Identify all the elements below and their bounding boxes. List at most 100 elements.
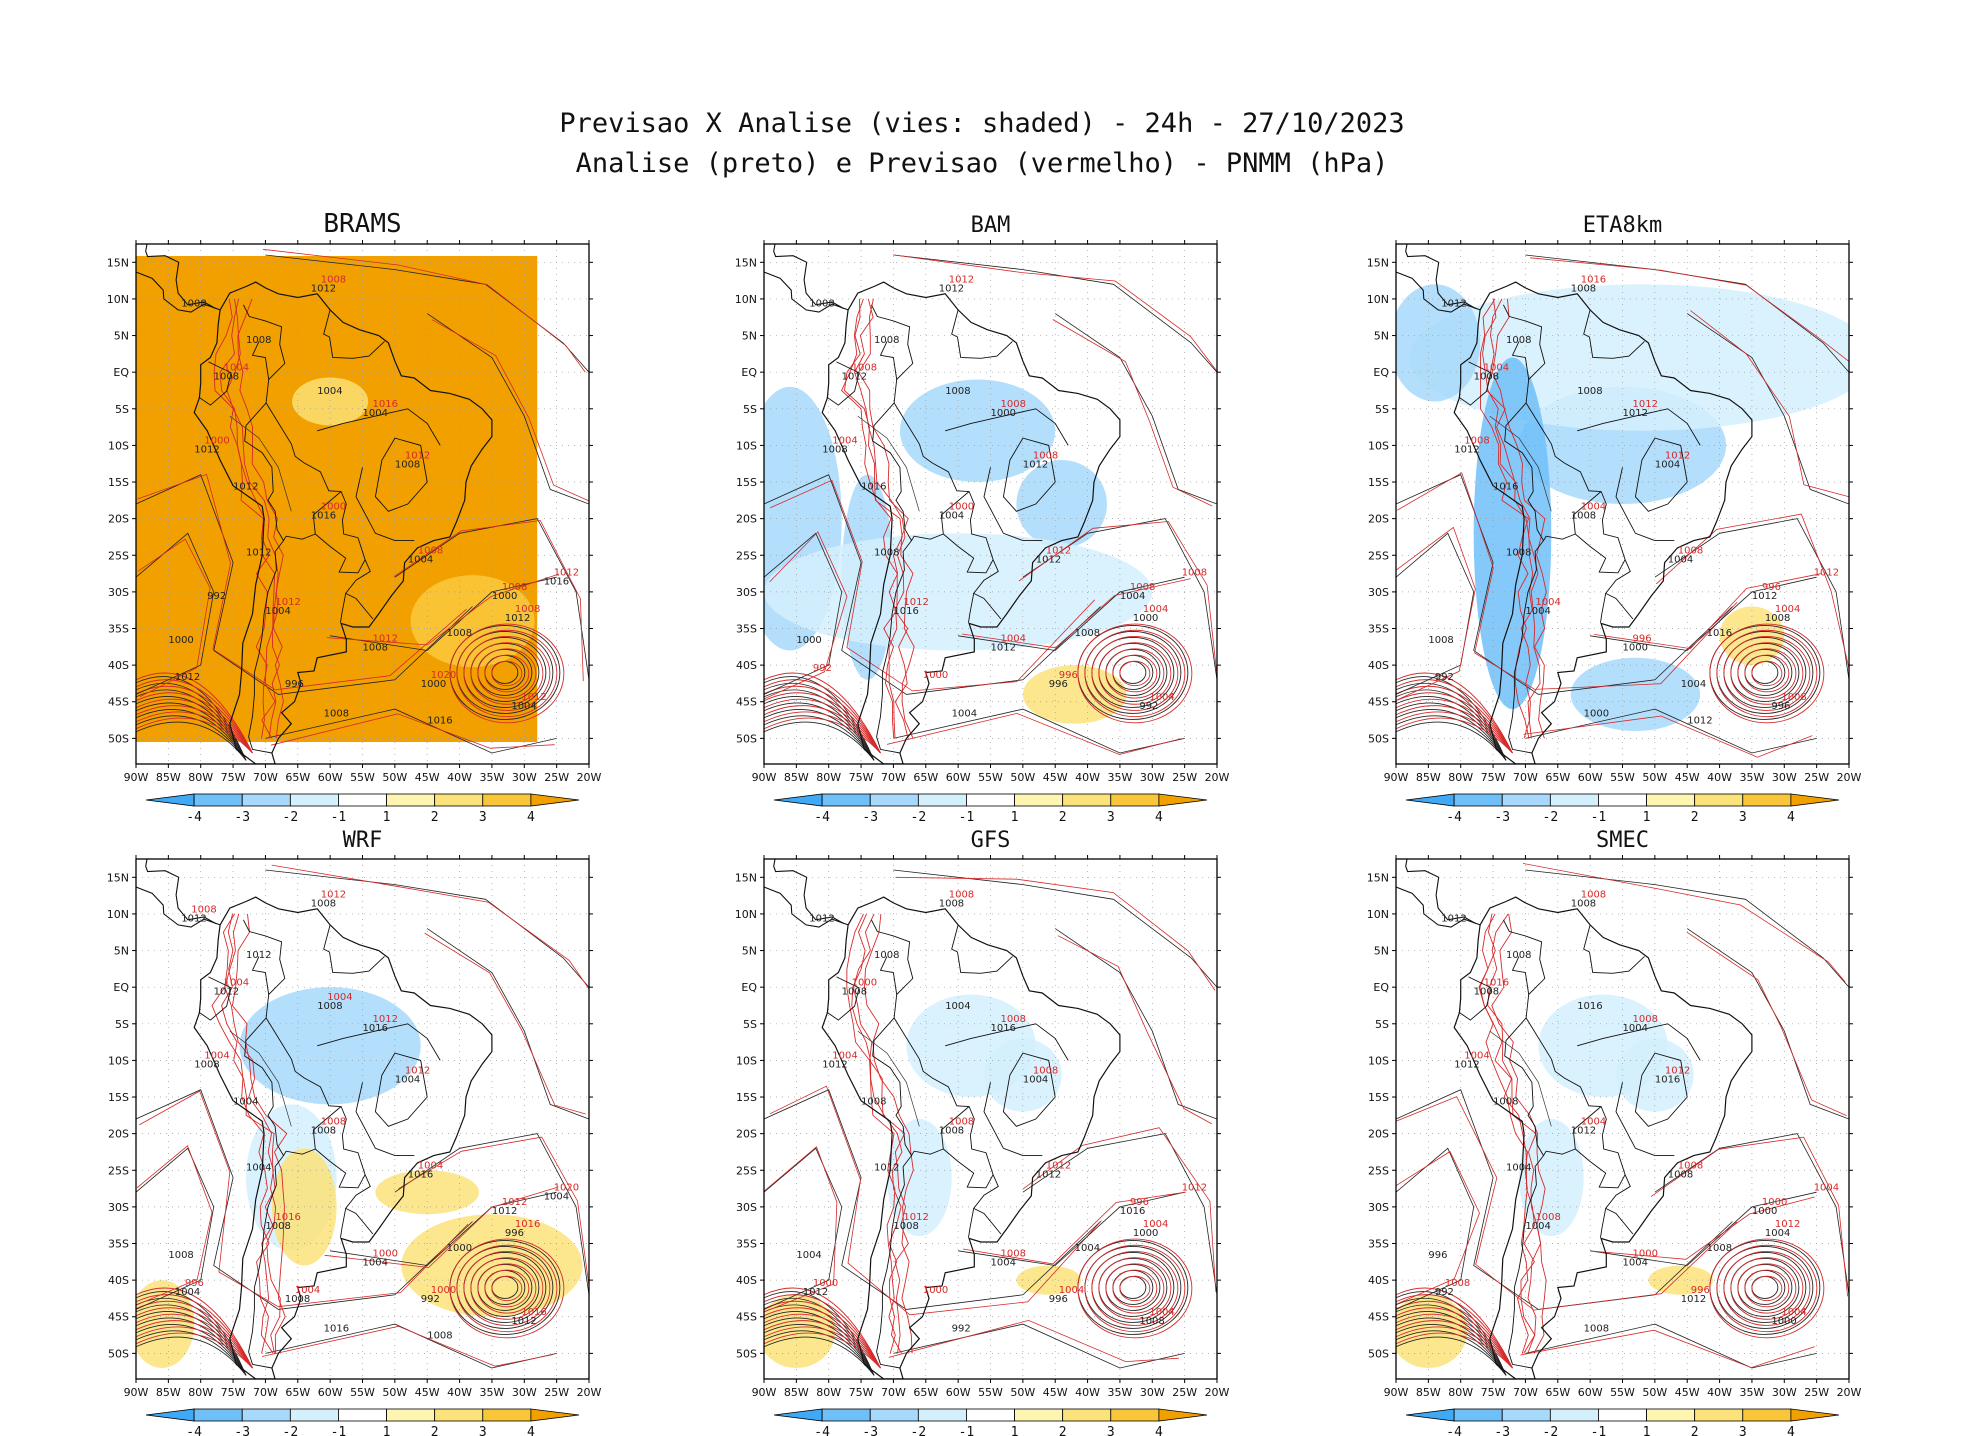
contour-label-analysis: 1008 bbox=[893, 1221, 918, 1232]
isobar-forecast bbox=[213, 298, 270, 739]
lat-tick-label: 50S bbox=[736, 732, 757, 745]
contour-label-forecast: 1000 bbox=[373, 1248, 398, 1259]
colorbar-label: -4 bbox=[814, 1425, 830, 1436]
contour-label-forecast: 1000 bbox=[1633, 1248, 1658, 1259]
isobar-forecast bbox=[1396, 1300, 1513, 1369]
colorbar-segment bbox=[1549, 1408, 1599, 1422]
isobar-forecast bbox=[764, 1320, 881, 1369]
colorbar-label: -1 bbox=[331, 1425, 347, 1436]
lon-tick-label: 40W bbox=[1075, 1386, 1100, 1399]
coastline-central-america bbox=[773, 244, 844, 309]
contour-label-forecast: 1008 bbox=[1001, 399, 1026, 410]
isobar-forecast bbox=[852, 913, 909, 1354]
isobar-analysis bbox=[1022, 518, 1217, 680]
isobar-forecast bbox=[470, 642, 544, 705]
isobar-analysis bbox=[1396, 1147, 1475, 1310]
lat-tick-label: 5N bbox=[1374, 945, 1389, 958]
panel-brams: 1012100810081008100410041012101210081016… bbox=[107, 209, 602, 825]
contour-label-analysis: 1008 bbox=[168, 1250, 193, 1261]
contour-label-analysis: 992 bbox=[1435, 1287, 1454, 1298]
lat-tick-label: 30S bbox=[108, 586, 129, 599]
contour-label-analysis: 1000 bbox=[1623, 642, 1648, 653]
colorbar-label: -2 bbox=[283, 1425, 299, 1436]
lat-tick-label: 50S bbox=[108, 1347, 129, 1360]
lat-tick-label: 5N bbox=[1374, 330, 1389, 343]
lon-tick-label: 65W bbox=[1545, 771, 1570, 784]
lon-tick-label: 35W bbox=[1739, 771, 1764, 784]
lat-tick-label: EQ bbox=[1373, 981, 1389, 994]
colorbar-segment bbox=[917, 793, 967, 807]
contour-label-analysis: 1008 bbox=[1707, 1243, 1732, 1254]
colorbar-label: 1 bbox=[1643, 810, 1651, 825]
colorbar-arrow-high bbox=[1790, 793, 1840, 807]
lat-tick-label: 45S bbox=[108, 696, 129, 709]
colorbar: -4 -3 -2 -1 1 2 3 4 bbox=[773, 793, 1208, 825]
contour-label-forecast: 1008 bbox=[1182, 568, 1207, 579]
contour-label-analysis: 1008 bbox=[945, 386, 970, 397]
panel-eta8km: 1008101210081008100810121012101610041008… bbox=[1367, 213, 1862, 825]
lon-tick-label: 70W bbox=[253, 1386, 278, 1399]
contour-label-analysis: 1008 bbox=[1571, 284, 1596, 295]
lon-tick-label: 85W bbox=[1416, 771, 1441, 784]
colorbar-segment bbox=[1742, 793, 1792, 807]
colorbar-label: -2 bbox=[1543, 810, 1559, 825]
lon-tick-label: 35W bbox=[1107, 1386, 1132, 1399]
lon-tick-label: 50W bbox=[382, 1386, 407, 1399]
lat-tick-label: 45S bbox=[108, 1311, 129, 1324]
country-border bbox=[983, 467, 1043, 542]
country-border bbox=[1577, 408, 1701, 446]
isobar-forecast bbox=[136, 1145, 213, 1306]
lat-tick-label: 20S bbox=[736, 513, 757, 526]
colorbar-label: 2 bbox=[1059, 1425, 1067, 1436]
lon-tick-label: 50W bbox=[1642, 1386, 1667, 1399]
lon-tick-label: 30W bbox=[1140, 771, 1165, 784]
isobar-analysis bbox=[136, 1147, 215, 1310]
contour-label-analysis: 1008 bbox=[324, 708, 349, 719]
contour-label-forecast: 1008 bbox=[1033, 1065, 1058, 1076]
contour-label-analysis: 1012 bbox=[1036, 1170, 1061, 1181]
colorbar-segment bbox=[386, 1408, 436, 1422]
colorbar-segment bbox=[289, 1408, 339, 1422]
title-line-2: Analise (preto) e Previsao (vermelho) - … bbox=[575, 148, 1389, 179]
contour-label-analysis: 1004 bbox=[939, 511, 964, 522]
contour-label-analysis: 1008 bbox=[214, 371, 239, 382]
isobar-forecast bbox=[136, 711, 253, 754]
contour-label-forecast: 1012 bbox=[1814, 568, 1839, 579]
contour-label-forecast: 996 bbox=[1762, 582, 1781, 593]
coastline-south-america bbox=[1453, 896, 1753, 1379]
colorbar-label: 2 bbox=[1691, 1425, 1699, 1436]
isobar-analysis bbox=[1396, 532, 1475, 695]
contour-label-analysis: 1008 bbox=[1506, 950, 1531, 961]
lat-tick-label: 50S bbox=[1368, 1347, 1389, 1360]
contour-label-analysis: 996 bbox=[1049, 1294, 1068, 1305]
contour-label-analysis: 1012 bbox=[311, 284, 336, 295]
isobar-forecast bbox=[136, 1287, 253, 1369]
contour-label-forecast: 1012 bbox=[502, 1197, 527, 1208]
country-border bbox=[242, 919, 286, 1018]
isobar-forecast bbox=[1396, 679, 1513, 754]
isobar-forecast bbox=[393, 520, 584, 682]
lat-tick-label: 10N bbox=[1367, 293, 1389, 306]
contour-label-analysis: 1016 bbox=[1655, 1074, 1680, 1085]
country-border bbox=[826, 361, 860, 406]
colorbar-label: -4 bbox=[186, 810, 202, 825]
colorbar-label: -3 bbox=[1494, 810, 1510, 825]
contour-label-forecast: 1008 bbox=[321, 1117, 346, 1128]
lon-tick-label: 65W bbox=[1545, 1386, 1570, 1399]
contour-label-analysis: 1000 bbox=[991, 408, 1016, 419]
lon-tick-label: 35W bbox=[479, 1386, 504, 1399]
isobar-forecast bbox=[1491, 913, 1547, 1354]
contour-label-forecast: 1004 bbox=[1814, 1183, 1839, 1194]
contour-label-analysis: 1008 bbox=[809, 298, 834, 309]
colorbar-arrow-low bbox=[773, 1408, 823, 1422]
lat-tick-label: EQ bbox=[113, 366, 129, 379]
colorbar-label: 4 bbox=[1155, 810, 1163, 825]
colorbar-segment bbox=[1549, 793, 1599, 807]
colorbar-label: -2 bbox=[283, 810, 299, 825]
bias-patch bbox=[899, 379, 1056, 483]
country-border bbox=[323, 924, 385, 974]
country-border bbox=[355, 467, 415, 542]
contour-label-analysis: 1012 bbox=[246, 547, 271, 558]
isobar-forecast bbox=[1396, 1326, 1513, 1369]
isobar-forecast bbox=[1091, 1251, 1179, 1326]
